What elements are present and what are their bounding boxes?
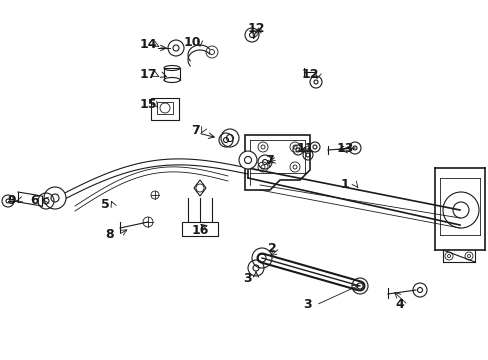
Text: 8: 8	[105, 229, 114, 242]
Bar	[182, 222, 218, 236]
Text: 6: 6	[31, 194, 39, 207]
Circle shape	[239, 151, 257, 169]
Text: 1: 1	[340, 179, 348, 192]
Text: 12: 12	[247, 22, 264, 35]
Circle shape	[44, 187, 66, 209]
Text: 14: 14	[139, 39, 157, 51]
Text: 11: 11	[296, 141, 313, 154]
Text: 5: 5	[101, 198, 109, 211]
Text: 17: 17	[139, 68, 157, 81]
Circle shape	[221, 129, 239, 147]
Text: 12: 12	[301, 68, 318, 81]
Text: 3: 3	[303, 298, 312, 311]
Text: 7: 7	[190, 123, 199, 136]
Text: 13: 13	[336, 141, 353, 154]
Text: 3: 3	[243, 271, 252, 284]
Text: 16: 16	[191, 224, 208, 237]
Text: 10: 10	[183, 36, 201, 49]
Bar	[151, 98, 179, 120]
Text: 9: 9	[8, 194, 16, 207]
Text: 4: 4	[395, 298, 404, 311]
Text: 2: 2	[267, 242, 276, 255]
Text: 7: 7	[265, 153, 274, 166]
Text: 15: 15	[139, 99, 157, 112]
